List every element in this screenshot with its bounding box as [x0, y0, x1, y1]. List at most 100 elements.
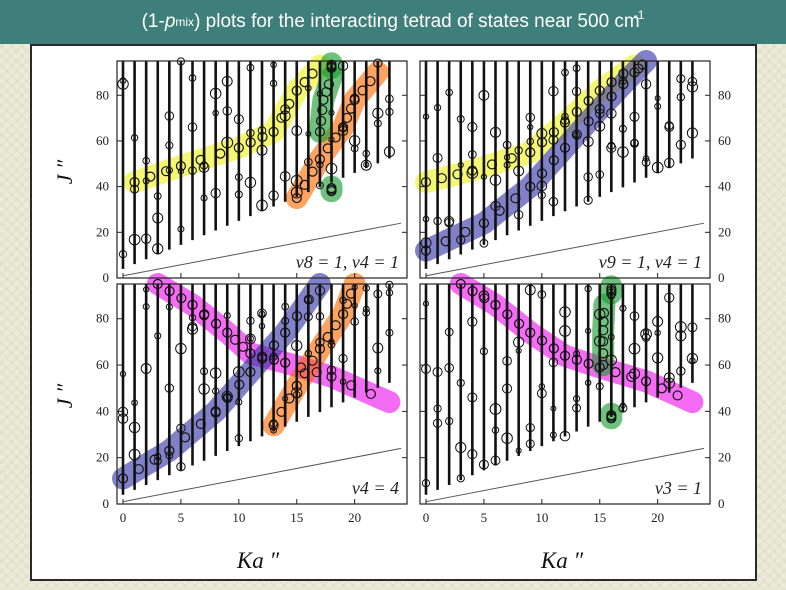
- band-point-top-left-1: [291, 192, 302, 204]
- band-point-bottom-left-1: [210, 406, 221, 417]
- y-tick-label-bottom-left: 60: [96, 357, 109, 372]
- mixing-point-bottom-right: [605, 354, 617, 366]
- band-point-top-right-1: [583, 116, 594, 127]
- panel-label-bg-bottom-right: [650, 477, 706, 499]
- x-tick-label-bottom-left: 0: [120, 510, 127, 525]
- mixing-point-bottom-left: [339, 378, 347, 385]
- band-point-bottom-left-2: [322, 331, 333, 343]
- mixing-point-bottom-left: [235, 398, 243, 406]
- band-point-bottom-left-0: [311, 367, 322, 378]
- mixing-point-top-right: [548, 196, 559, 207]
- x-axis-label-left: Ka ″: [236, 548, 280, 573]
- mixing-point-top-left: [246, 128, 255, 138]
- x-tick-label-bottom-right: 10: [535, 510, 548, 525]
- mixing-point-bottom-right: [444, 362, 454, 373]
- mixing-point-top-right: [664, 157, 675, 169]
- band-point-bottom-left-0: [187, 299, 198, 310]
- panel-label-bg-top-left: [291, 251, 403, 273]
- mixing-point-bottom-right: [491, 426, 500, 434]
- mixing-point-top-right: [527, 123, 534, 131]
- mixing-point-bottom-right: [515, 447, 522, 454]
- mixing-point-bottom-right: [628, 342, 641, 355]
- mixing-point-bottom-right: [456, 474, 465, 483]
- mixing-point-top-left: [222, 106, 233, 116]
- mixing-point-top-right: [641, 157, 651, 167]
- mixing-point-top-left: [350, 144, 359, 153]
- mixing-point-top-left: [234, 173, 243, 182]
- mixing-point-top-left: [362, 149, 371, 158]
- mixing-point-top-right: [686, 127, 698, 139]
- mixing-point-bottom-right: [501, 432, 513, 444]
- mixing-point-bottom-left: [303, 312, 313, 322]
- mixing-point-bottom-right: [467, 316, 478, 327]
- mixing-point-top-right: [606, 108, 617, 119]
- mixing-point-top-right: [606, 142, 617, 153]
- highlight-band-bottom-left-1: [112, 273, 331, 490]
- band-point-bottom-left-2: [307, 355, 318, 366]
- band-point-bottom-right-0: [610, 366, 621, 378]
- mixing-point-top-left: [152, 243, 164, 255]
- mixing-point-bottom-right: [455, 441, 467, 454]
- mixing-point-bottom-left: [234, 434, 244, 443]
- mixing-point-top-left: [188, 74, 197, 82]
- mixing-point-bottom-left: [165, 451, 174, 460]
- band-point-top-left-4: [326, 59, 337, 70]
- band-point-top-left-0: [160, 166, 172, 177]
- mixing-point-top-left: [257, 126, 267, 135]
- band-point-bottom-left-2: [291, 380, 302, 391]
- band-point-bottom-left-0: [295, 362, 307, 373]
- mixing-point-bottom-right: [628, 368, 641, 380]
- band-point-top-left-2: [317, 104, 328, 116]
- y-axis-label-bottom: J ″: [52, 383, 77, 408]
- mixing-point-top-right: [480, 173, 488, 181]
- mixing-point-bottom-left: [245, 333, 256, 345]
- mixing-point-top-left: [291, 125, 303, 137]
- mixing-point-top-right: [686, 81, 699, 93]
- y-tick-label-top-right: 20: [718, 224, 731, 239]
- mixing-point-top-right: [537, 191, 546, 200]
- labels-layer: J ″ J ″ Ka ″ Ka ″: [52, 159, 584, 573]
- band-point-bottom-left-2: [284, 393, 295, 404]
- band-point-bottom-right-0: [583, 358, 594, 369]
- y-tick-label-top-left: 0: [103, 270, 110, 285]
- band-point-top-right-1: [460, 226, 471, 238]
- panel-frame-bottom-right: [419, 283, 711, 505]
- mixing-point-top-right: [594, 120, 606, 132]
- band-point-bottom-left-0: [346, 380, 357, 391]
- band-point-bottom-right-0: [626, 371, 637, 382]
- mixing-point-bottom-left: [154, 452, 162, 461]
- mixing-point-bottom-left: [164, 383, 175, 393]
- mixing-point-top-right: [687, 76, 698, 87]
- mixing-point-top-left: [360, 159, 372, 171]
- boundary-line-top-left: [122, 222, 402, 277]
- mixing-point-bottom-right: [432, 418, 443, 428]
- mixing-point-bottom-right: [559, 430, 571, 442]
- mixing-point-top-left: [316, 160, 324, 169]
- title-sup: -1: [633, 8, 645, 22]
- mixing-point-bottom-right: [490, 455, 501, 466]
- x-tick-label-bottom-left: 20: [348, 510, 361, 525]
- mixing-point-bottom-right: [549, 431, 557, 439]
- band-point-top-left-1: [337, 122, 349, 133]
- mixing-point-top-left: [290, 186, 303, 199]
- y-tick-label-bottom-right: 40: [718, 403, 731, 418]
- mixing-point-bottom-right: [467, 449, 478, 460]
- mixing-point-top-right: [536, 128, 548, 139]
- mixing-point-bottom-right: [595, 382, 604, 391]
- mixing-point-bottom-right: [422, 300, 430, 307]
- y-tick-label-bottom-left: 80: [96, 311, 109, 326]
- band-point-bottom-right-0: [490, 299, 501, 310]
- mixing-point-top-left: [270, 61, 277, 69]
- mixing-point-top-left: [119, 77, 127, 85]
- mixing-point-bottom-left: [315, 337, 325, 347]
- mixing-point-top-right: [630, 138, 639, 147]
- y-tick-label-bottom-right: 20: [718, 450, 731, 465]
- mixing-point-bottom-left: [351, 302, 358, 309]
- band-point-top-left-1: [299, 179, 310, 190]
- panel-frame-bottom-left: [116, 283, 408, 505]
- x-tick-label-bottom-right: 0: [423, 510, 430, 525]
- mixing-point-bottom-right: [538, 383, 546, 390]
- mixing-point-top-right: [467, 150, 477, 159]
- mixing-point-top-right: [503, 161, 511, 169]
- band-point-bottom-left-1: [179, 432, 191, 443]
